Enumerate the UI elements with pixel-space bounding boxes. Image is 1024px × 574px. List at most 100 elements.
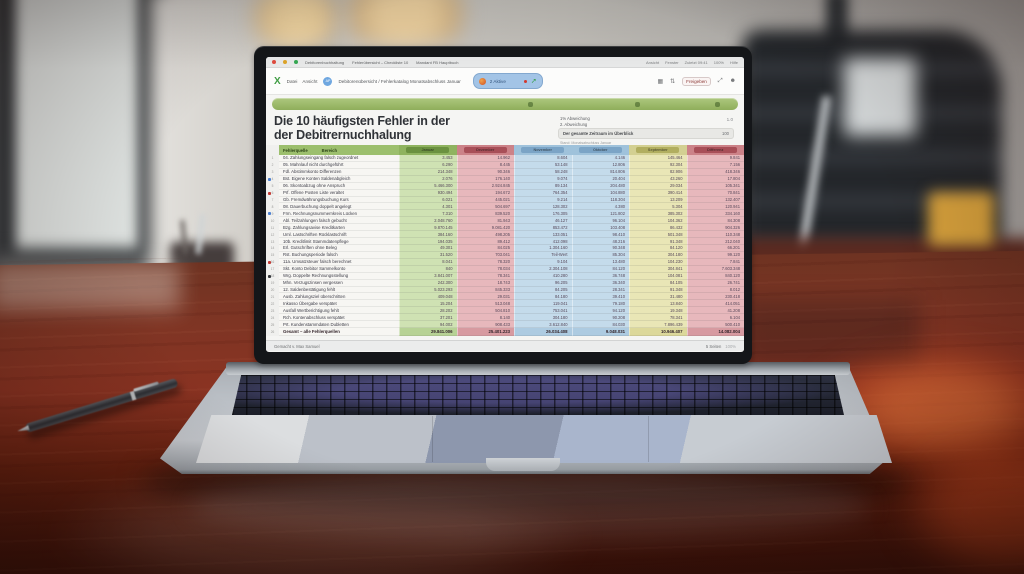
- window-minimize-icon[interactable]: [283, 60, 287, 64]
- value-cell[interactable]: 7.156: [686, 161, 744, 169]
- value-cell[interactable]: 212.040: [686, 238, 744, 245]
- value-cell[interactable]: 2.048.760: [399, 217, 457, 225]
- value-cell[interactable]: 8.604: [514, 155, 572, 162]
- value-cell[interactable]: 84.030: [571, 321, 629, 329]
- row-label-cell[interactable]: Gb. Fremdwährungsbuchung Kurs: [279, 196, 399, 204]
- value-cell[interactable]: 78.034: [456, 265, 514, 273]
- value-cell[interactable]: 53.148: [514, 161, 572, 169]
- row-label-cell[interactable]: Wrg. Doppelte Rechnungsstellung: [279, 272, 399, 280]
- value-cell[interactable]: 92.304: [629, 161, 687, 169]
- total-value-cell[interactable]: 29.841.006: [399, 328, 457, 337]
- value-cell[interactable]: 99.120: [686, 251, 744, 259]
- value-cell[interactable]: 36.340: [571, 279, 629, 287]
- value-cell[interactable]: 4.380: [571, 203, 629, 211]
- value-cell[interactable]: 20.404: [571, 175, 629, 183]
- value-cell[interactable]: 3.612.840: [514, 321, 572, 329]
- value-cell[interactable]: 13.480: [571, 258, 629, 266]
- value-cell[interactable]: 2.924.845: [456, 182, 514, 190]
- value-cell[interactable]: 31.480: [629, 293, 687, 301]
- value-cell[interactable]: 5.466.300: [399, 182, 457, 190]
- value-cell[interactable]: 90.346: [456, 168, 514, 176]
- value-cell[interactable]: 132.407: [686, 196, 744, 204]
- value-cell[interactable]: 91.348: [629, 238, 687, 245]
- value-cell[interactable]: 385.302: [629, 210, 687, 218]
- value-cell[interactable]: 304.841: [629, 265, 687, 273]
- browser-tab[interactable]: Fehlerübersicht – Checkliste 10: [352, 59, 409, 65]
- value-cell[interactable]: 445.021: [456, 196, 514, 204]
- row-label-cell[interactable]: Abl. Teilzahlungen falsch gebucht: [279, 217, 399, 225]
- value-cell[interactable]: 89.134: [514, 182, 572, 190]
- panel-box[interactable]: Der gesamte Zeitraum im Überblick 100: [558, 128, 734, 139]
- tabstrip-item[interactable]: Zuletzt 09:41: [684, 59, 708, 65]
- value-cell[interactable]: 242.300: [399, 279, 457, 287]
- value-cell[interactable]: 103.408: [571, 224, 629, 232]
- value-cell[interactable]: 46.127: [514, 217, 572, 225]
- row-label-cell[interactable]: Prt. Kundenstammdaten Dubletten: [279, 321, 399, 329]
- expand-icon[interactable]: ⤢: [717, 77, 723, 84]
- value-cell[interactable]: 70.841: [686, 189, 744, 197]
- ribbon-control-icon[interactable]: [635, 101, 641, 107]
- value-cell[interactable]: 13.840: [629, 300, 687, 308]
- value-cell[interactable]: 8.445: [456, 161, 514, 169]
- label-column-header[interactable]: Fehlerquelle Bereich: [279, 145, 399, 155]
- value-cell[interactable]: 85.304: [571, 251, 629, 259]
- value-cell[interactable]: 845.333: [456, 286, 514, 294]
- row-label-cell[interactable]: Mhn. Verzugszinsen vergessen: [279, 279, 399, 287]
- value-cell[interactable]: 5.023.293: [399, 286, 457, 294]
- value-cell[interactable]: 96.205: [514, 279, 572, 287]
- row-label-cell[interactable]: 12. Saldenbestätigung fehlt: [279, 286, 399, 294]
- row-label-cell[interactable]: Prf. Offene Posten Liste veraltet: [279, 189, 399, 197]
- value-cell[interactable]: 6.104: [686, 314, 744, 322]
- tabstrip-item[interactable]: Hilfe: [729, 59, 738, 65]
- value-cell[interactable]: 6.021: [399, 196, 457, 204]
- avatar[interactable]: AP: [323, 76, 333, 86]
- value-cell[interactable]: 3.841.007: [399, 272, 457, 280]
- value-cell[interactable]: 390.414: [629, 189, 687, 197]
- value-cell[interactable]: 78.320: [456, 258, 514, 266]
- value-cell[interactable]: 89.412: [456, 238, 514, 245]
- value-cell[interactable]: 908.433: [456, 321, 514, 329]
- ribbon-control-icon[interactable]: [528, 101, 534, 107]
- value-cell[interactable]: 90.208: [571, 314, 629, 322]
- column-header[interactable]: November: [514, 145, 572, 155]
- value-cell[interactable]: 2.304.108: [514, 265, 572, 273]
- value-cell[interactable]: 853.472: [514, 224, 572, 232]
- browser-tab[interactable]: Debitorenbuchhaltung: [305, 59, 345, 65]
- value-cell[interactable]: 28.202: [399, 307, 457, 315]
- column-header[interactable]: September: [629, 145, 687, 155]
- value-cell[interactable]: 9.104: [514, 258, 572, 266]
- value-cell[interactable]: 8.140: [456, 314, 514, 322]
- value-cell[interactable]: 4.301: [399, 203, 457, 211]
- row-label-cell[interactable]: 08. Dauerbuchung doppelt angelegt: [279, 203, 399, 211]
- value-cell[interactable]: 9.841: [686, 155, 744, 162]
- value-cell[interactable]: 58.248: [514, 168, 572, 176]
- tabstrip-item[interactable]: Fenster: [665, 59, 679, 65]
- value-cell[interactable]: 84.205: [514, 286, 572, 294]
- value-cell[interactable]: 334.160: [686, 210, 744, 218]
- browser-tab[interactable]: Mandant FB Hauptbuch: [416, 59, 459, 65]
- row-label-cell[interactable]: Bzg. Zahlungsavise Kreditkarten: [279, 224, 399, 232]
- value-cell[interactable]: 13.209: [629, 196, 687, 204]
- value-cell[interactable]: 118.304: [571, 196, 629, 204]
- total-value-cell[interactable]: 25.401.223: [456, 328, 514, 337]
- row-label-cell[interactable]: Bst. Eigene Konten Saldenabgleich: [279, 175, 399, 183]
- value-cell[interactable]: 9.081.420: [456, 224, 514, 232]
- value-cell[interactable]: 29.031: [456, 293, 514, 301]
- value-cell[interactable]: 409.048: [399, 293, 457, 301]
- value-cell[interactable]: 194.672: [456, 189, 514, 197]
- value-cell[interactable]: 1.304.160: [514, 244, 572, 252]
- row-label-cell[interactable]: Skt. Konto Debitor Sammelkonto: [279, 265, 399, 273]
- value-cell[interactable]: 31.520: [399, 251, 457, 259]
- value-cell[interactable]: 176.305: [514, 210, 572, 218]
- value-cell[interactable]: 7.841: [686, 258, 744, 266]
- menu-item[interactable]: Datei: [286, 78, 298, 84]
- value-cell[interactable]: 501.348: [629, 231, 687, 239]
- value-cell[interactable]: 504.810: [456, 307, 514, 315]
- value-cell[interactable]: 3.453: [399, 155, 457, 162]
- row-label-cell[interactable]: 05. Mahnlauf nicht durchgeführt: [279, 161, 399, 169]
- row-label-cell[interactable]: Frm. Rechnungsnummernkreis Lücken: [279, 210, 399, 218]
- value-cell[interactable]: 90.348: [571, 244, 629, 252]
- value-cell[interactable]: 9.214: [514, 196, 572, 204]
- row-label-cell[interactable]: Ausb. Zahlungsziel überschritten: [279, 293, 399, 301]
- value-cell[interactable]: 48.216: [571, 238, 629, 245]
